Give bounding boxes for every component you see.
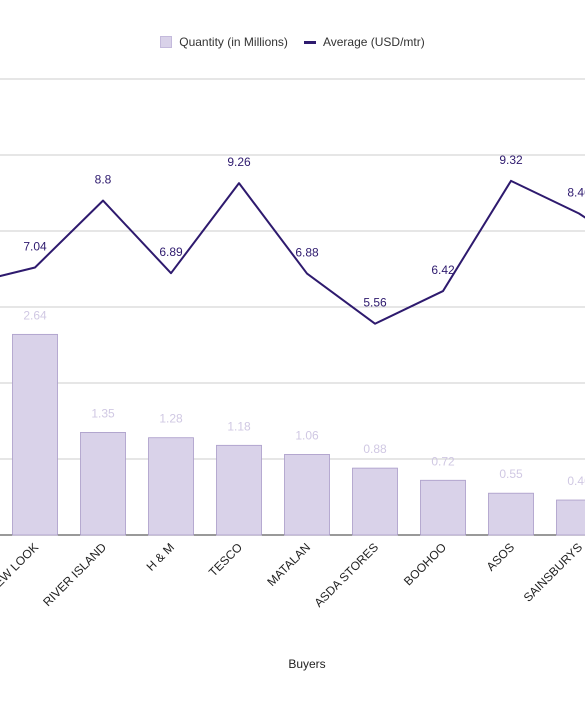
line-data-label: 9.32 <box>499 153 523 167</box>
bar <box>216 444 262 536</box>
line-data-label: 8.46 <box>567 186 585 200</box>
x-tick-label: ASDA STORES <box>311 540 381 610</box>
bar-data-label: 0.72 <box>431 454 455 468</box>
x-tick-label: BOOHOO <box>401 540 449 588</box>
bar-data-label: 1.06 <box>295 428 319 442</box>
x-axis-title: Buyers <box>288 657 326 671</box>
bar-data-label: 0.46 <box>567 474 585 488</box>
x-tick-labels: NEW LOOK RIVER ISLAND H & M TESCO MATALANASD… <box>0 540 585 610</box>
legend-item-average[interactable]: Average (USD/mtr) <box>303 35 425 49</box>
x-tick-label: ASOS <box>484 540 517 573</box>
bar-data-label: 1.28 <box>159 412 183 426</box>
bar-data-label: 0.55 <box>499 467 523 481</box>
line-data-label: 5.56 <box>363 296 387 310</box>
line-data-label: 6.88 <box>295 246 319 260</box>
bar <box>12 333 58 536</box>
line-data-labels: 7.04 8.8 6.89 9.26 6.88 5.56 6.42 9.32 8.46 <box>23 153 585 310</box>
bar-data-label: 2.64 <box>23 308 47 322</box>
legend-label-average: Average (USD/mtr) <box>322 35 425 49</box>
line-path <box>0 179 585 325</box>
legend-swatch-line <box>303 40 316 44</box>
x-tick-label: SAINSBURYS <box>521 540 585 604</box>
x-tick-label: H & M <box>144 540 177 573</box>
line-data-label: 7.04 <box>23 239 47 253</box>
x-tick-label: NEW LOOK <box>0 540 41 596</box>
x-tick-label: RIVER ISLAND <box>40 540 109 609</box>
line-series <box>0 179 585 325</box>
legend-swatch-bar <box>160 36 173 48</box>
x-tick-label: MATALAN <box>264 540 313 589</box>
bar <box>352 467 398 536</box>
x-tick-label: TESCO <box>206 540 245 579</box>
bar <box>556 499 585 536</box>
bar-data-labels: 2.64 1.35 1.28 1.18 1.06 0.88 0.72 0.55 0.46 <box>23 308 585 488</box>
line-data-label: 8.8 <box>95 173 112 187</box>
line-data-label: 9.26 <box>227 155 251 169</box>
bar <box>420 479 466 536</box>
bar <box>284 454 330 536</box>
line-data-label: 6.89 <box>159 245 183 259</box>
bar-data-label: 1.18 <box>227 419 251 433</box>
legend: Quantity (in Millions) Average (USD/mtr) <box>0 35 585 49</box>
bar-data-label: 1.35 <box>91 406 115 420</box>
legend-item-quantity[interactable]: Quantity (in Millions) <box>160 35 288 49</box>
line-data-label: 6.42 <box>431 263 455 277</box>
bar <box>148 437 194 536</box>
bar-data-label: 0.88 <box>363 442 387 456</box>
bar <box>80 431 126 536</box>
legend-label-quantity: Quantity (in Millions) <box>179 35 288 49</box>
bar-series <box>12 333 585 536</box>
bar <box>488 492 534 536</box>
